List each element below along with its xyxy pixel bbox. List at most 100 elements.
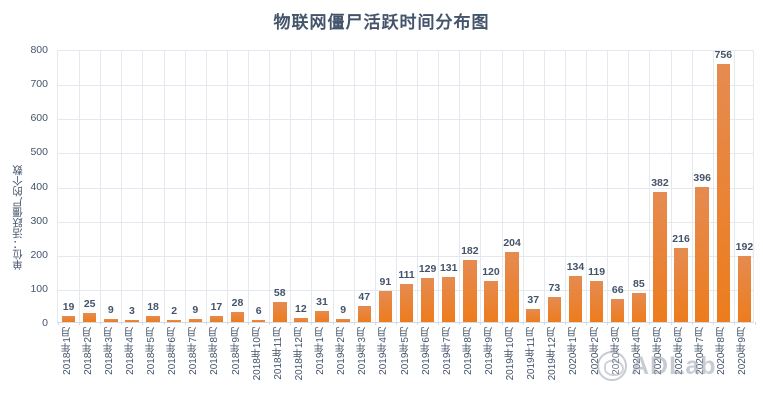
bar [695, 186, 709, 322]
v-gridline [121, 51, 123, 322]
x-tick-label: 2018年11月 [272, 327, 284, 380]
x-tick-mark [142, 322, 144, 325]
y-tick-label: 700 [30, 78, 48, 91]
x-tick-mark [755, 322, 756, 325]
bar [209, 316, 224, 322]
x-tick-mark [649, 322, 651, 325]
bar [294, 317, 308, 322]
v-gridline [269, 51, 271, 322]
bar-value-label: 3 [129, 305, 135, 317]
v-gridline [628, 51, 630, 322]
bar-value-label: 756 [714, 49, 733, 62]
v-gridline [691, 51, 693, 322]
x-tick-mark [163, 322, 165, 325]
x-tick-label: 2019年8月 [462, 327, 474, 375]
x-tick-label: 2019年3月 [357, 327, 369, 375]
x-tick-label: 2019年5月 [399, 327, 411, 375]
x-tick-mark [480, 322, 482, 325]
bar-value-label: 25 [83, 298, 96, 311]
bar-value-label: 28 [231, 297, 244, 310]
x-tick-mark [248, 322, 250, 325]
x-tick-label: 2020年8月 [716, 327, 728, 375]
bar-value-label: 47 [358, 290, 371, 303]
bar [716, 64, 731, 322]
bar [146, 315, 160, 322]
bar [568, 276, 583, 322]
y-tick-label: 0 [42, 317, 48, 329]
v-gridline [522, 51, 524, 322]
v-gridline [332, 51, 334, 322]
v-gridline [374, 51, 376, 322]
v-gridline [248, 51, 250, 322]
bar [336, 318, 350, 322]
x-tick-label: 2019年10月 [505, 327, 517, 381]
bar [230, 312, 245, 322]
bar [463, 259, 477, 322]
v-gridline [79, 51, 81, 322]
v-gridline [733, 51, 735, 322]
x-tick-mark [353, 322, 355, 325]
bar-value-label: 182 [461, 244, 479, 257]
bar-value-label: 12 [295, 302, 307, 315]
bar-value-label: 2 [171, 305, 178, 317]
v-gridline [311, 51, 313, 322]
bar-value-label: 37 [527, 294, 540, 307]
bar-value-label: 9 [192, 303, 199, 316]
x-tick-label: 2018年9月 [230, 327, 242, 375]
bar [273, 302, 287, 322]
v-gridline [100, 51, 102, 322]
y-tick-label: 100 [30, 282, 48, 295]
bar [357, 305, 371, 322]
x-tick-label: 2019年9月 [483, 327, 495, 375]
x-tick-label: 2020年9月 [737, 327, 749, 375]
x-tick-label: 2019年11月 [526, 327, 538, 380]
bar-value-label: 119 [588, 266, 606, 279]
x-tick-mark [586, 322, 588, 325]
h-gridline [58, 255, 753, 257]
bar [104, 318, 118, 322]
h-gridline [58, 221, 753, 223]
y-tick-label: 800 [30, 44, 48, 56]
v-gridline [142, 51, 144, 322]
h-gridline [58, 187, 753, 189]
y-tick-label: 500 [30, 146, 48, 159]
bar-value-label: 19 [62, 300, 75, 313]
v-gridline [564, 51, 566, 322]
x-tick-mark [374, 322, 376, 325]
v-gridline [163, 51, 165, 322]
bar [399, 284, 414, 322]
bar [589, 281, 604, 322]
x-tick-label: 2019年7月 [441, 327, 453, 375]
h-gridline [58, 85, 753, 87]
bar-value-label: 17 [210, 301, 223, 314]
bar [674, 248, 688, 322]
x-tick-label: 2019年2月 [336, 327, 348, 375]
bar-value-label: 396 [693, 171, 711, 184]
v-gridline [438, 51, 440, 322]
x-tick-label: 2018年6月 [167, 327, 179, 375]
v-gridline [290, 51, 292, 322]
x-tick-mark [311, 322, 313, 325]
h-gridline [58, 119, 753, 121]
y-tick-label: 200 [30, 248, 48, 261]
bar-value-label: 66 [611, 284, 624, 297]
bar-value-label: 18 [147, 300, 159, 313]
bar-value-label: 111 [398, 269, 415, 282]
bar-value-label: 134 [566, 261, 585, 274]
x-tick-mark [269, 322, 271, 325]
bar [420, 277, 435, 322]
v-gridline [395, 51, 397, 322]
x-tick-label: 2018年7月 [188, 327, 200, 375]
bar-value-label: 9 [340, 303, 347, 316]
bar-value-label: 204 [503, 237, 521, 250]
x-tick-mark [564, 322, 566, 325]
bar [188, 318, 203, 322]
h-gridline [58, 153, 753, 155]
x-tick-mark [712, 322, 714, 325]
v-gridline [586, 51, 588, 322]
x-tick-mark [501, 322, 503, 325]
bar [378, 290, 393, 322]
bar [61, 315, 76, 322]
bar [82, 313, 97, 322]
bar-value-label: 216 [672, 233, 690, 246]
